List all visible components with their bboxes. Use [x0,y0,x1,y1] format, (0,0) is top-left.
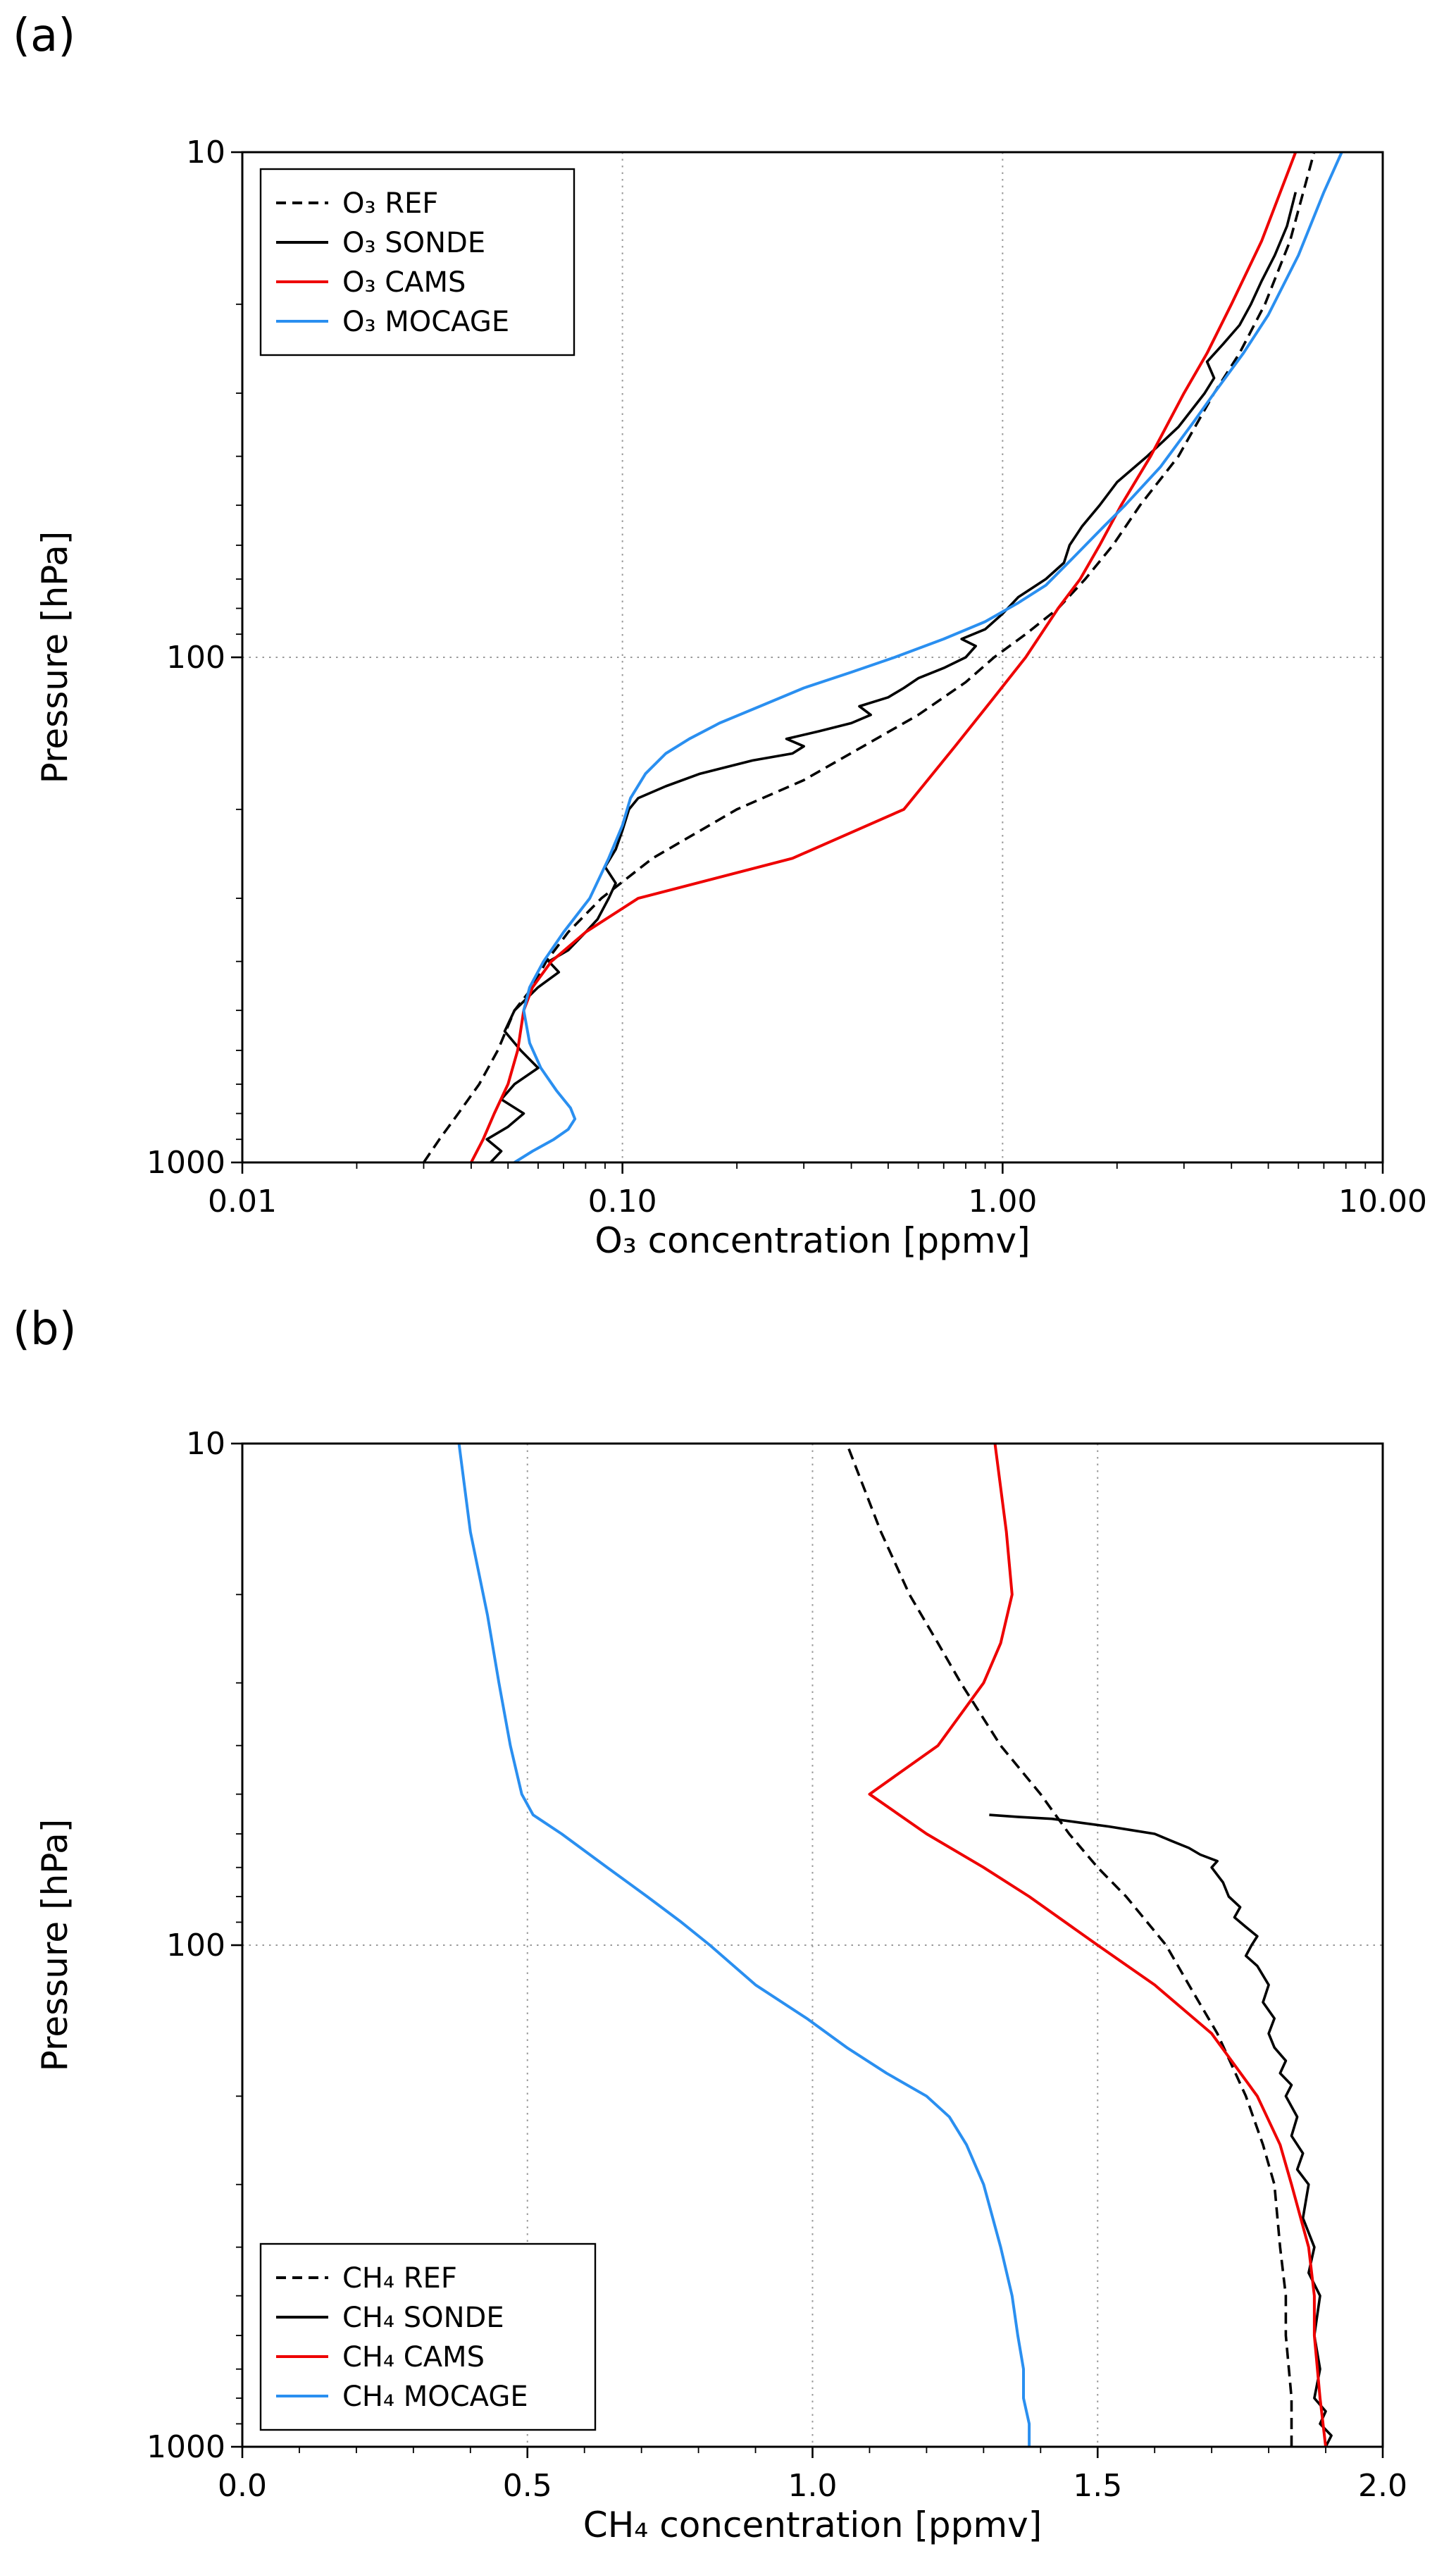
series-o3-cams [470,152,1298,1162]
series-o3-mocage [514,152,1343,1162]
panel-b-label: (b) [13,1303,77,1355]
x-tick-label: 0.01 [208,1184,277,1220]
series-group [457,1444,1333,2447]
x-tick-label: 1.5 [1073,2468,1122,2504]
series-ch4-sonde [989,1813,1333,2447]
x-axis-label: O₃ concentration [ppmv] [595,1220,1030,1261]
x-axis-label: CH₄ concentration [ppmv] [583,2505,1042,2545]
x-tick-label: 1.00 [968,1184,1037,1220]
y-tick-label: 100 [166,640,225,676]
y-tick-label: 1000 [147,2429,225,2465]
legend-entry-label: CH₄ MOCAGE [342,2381,528,2413]
legend-entry-label: O₃ CAMS [342,266,466,299]
legend-box [259,168,575,356]
y-axis-label: Pressure [hPa] [35,531,75,784]
panel-b: 0.0 0.5 1.0 1.5 2.0 10 100 1000 CH₄ concentratio… [35,1426,1407,2545]
x-tick-label: 0.0 [218,2468,267,2504]
y-tick-label: 1000 [147,1145,225,1181]
panel-a-label: (a) [13,10,76,62]
legend: CH₄ REF CH₄ SONDE CH₄ CAMS CH₄ MOCAGE [259,2242,597,2431]
x-tick-label: 2.0 [1358,2468,1407,2504]
x-tick-label: 0.5 [503,2468,552,2504]
legend-entry-label: O₃ MOCAGE [342,306,509,338]
series-o3-ref [423,152,1316,1162]
series-ch4-cams [868,1444,1327,2447]
legend-entry-label: CH₄ REF [342,2262,457,2295]
series-ch4-ref [845,1444,1293,2447]
x-tick-label: 1.0 [788,2468,838,2504]
y-tick-label: 100 [166,1928,225,1963]
x-tick-label: 0.10 [588,1184,657,1220]
series-ch4-mocage [457,1444,1031,2447]
panel-a: 0.01 0.10 1.00 10.00 10 100 1000 O₃ concentrati… [35,135,1427,1261]
series-group [423,152,1343,1162]
y-tick-label: 10 [186,1426,225,1462]
x-tick-label: 10.00 [1338,1184,1427,1220]
y-axis-label: Pressure [hPa] [35,1819,75,2072]
legend-entry-label: CH₄ SONDE [342,2302,504,2334]
legend-entry-label: CH₄ CAMS [342,2341,485,2374]
legend-entry-label: O₃ SONDE [342,227,485,259]
legend-entry-label: O₃ REF [342,187,438,220]
series-o3-sonde [485,192,1298,1162]
y-tick-label: 10 [186,135,225,170]
legend-box [259,2242,597,2431]
legend: O₃ REF O₃ SONDE O₃ CAMS O₃ MOCAGE [259,168,575,356]
